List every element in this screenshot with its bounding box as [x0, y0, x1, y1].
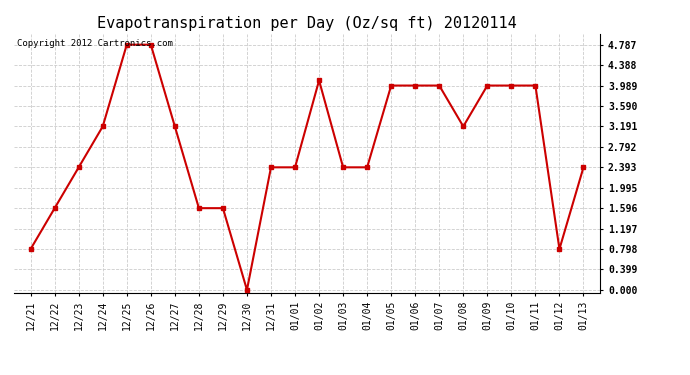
Text: Copyright 2012 Cartronics.com: Copyright 2012 Cartronics.com [17, 39, 172, 48]
Title: Evapotranspiration per Day (Oz/sq ft) 20120114: Evapotranspiration per Day (Oz/sq ft) 20… [97, 16, 517, 31]
